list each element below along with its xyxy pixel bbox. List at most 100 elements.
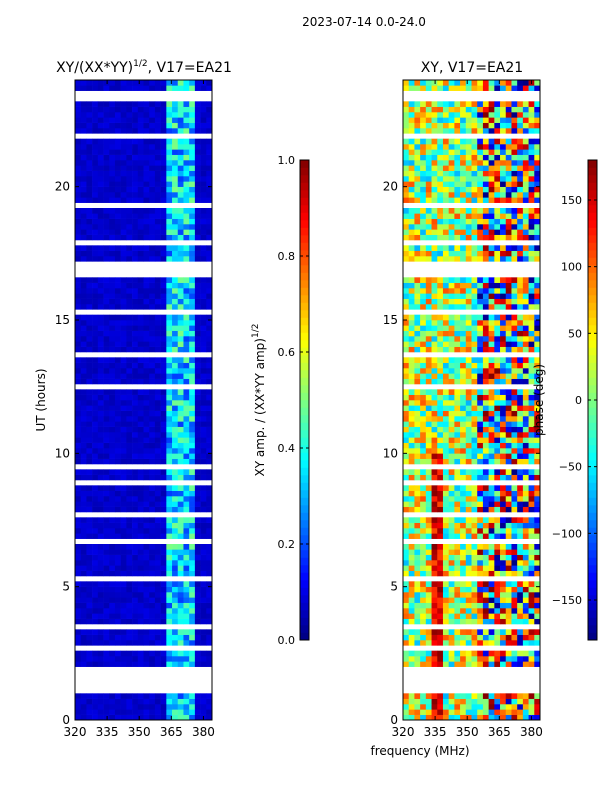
heatmap-cell bbox=[126, 522, 133, 529]
heatmap-cell bbox=[92, 496, 99, 502]
heatmap-cell bbox=[471, 154, 478, 161]
heatmap-cell bbox=[505, 325, 512, 331]
heatmap-cell bbox=[460, 570, 467, 577]
heatmap-cell bbox=[442, 618, 449, 625]
heatmap-cell bbox=[189, 106, 196, 113]
heatmap-cell bbox=[132, 400, 139, 406]
heatmap-cell bbox=[120, 213, 127, 219]
heatmap-cell bbox=[420, 330, 427, 337]
heatmap-cell bbox=[408, 256, 415, 262]
heatmap-cell bbox=[154, 117, 161, 123]
heatmap-cell bbox=[177, 458, 184, 465]
heatmap-cell bbox=[454, 176, 461, 182]
heatmap-cell bbox=[92, 128, 99, 134]
heatmap-cell bbox=[126, 341, 133, 347]
heatmap-cell bbox=[517, 112, 524, 118]
heatmap-cell bbox=[86, 154, 93, 161]
heatmap-cell bbox=[120, 314, 127, 321]
heatmap-cell bbox=[437, 314, 444, 321]
heatmap-cell bbox=[414, 218, 421, 225]
heatmap-cell bbox=[517, 128, 524, 134]
heatmap-cell bbox=[511, 426, 518, 433]
heatmap-cell bbox=[149, 192, 156, 198]
heatmap-cell bbox=[149, 560, 156, 566]
heatmap-cell bbox=[97, 490, 104, 497]
heatmap-cell bbox=[172, 325, 179, 331]
heatmap-cell bbox=[206, 698, 213, 705]
heatmap-cell bbox=[482, 661, 489, 667]
heatmap-cell bbox=[448, 149, 455, 155]
heatmap-cell bbox=[494, 346, 501, 353]
heatmap-cell bbox=[200, 517, 207, 523]
heatmap-cell bbox=[488, 149, 495, 155]
heatmap-cell bbox=[471, 565, 478, 571]
heatmap-cell bbox=[137, 394, 144, 401]
heatmap-cell bbox=[482, 362, 489, 369]
heatmap-cell bbox=[511, 442, 518, 449]
heatmap-cell bbox=[494, 586, 501, 593]
heatmap-cell bbox=[86, 618, 93, 625]
heatmap-cell bbox=[189, 410, 196, 417]
heatmap-cell bbox=[183, 608, 190, 614]
heatmap-cell bbox=[494, 517, 501, 523]
heatmap-cell bbox=[505, 218, 512, 225]
heatmap-cell bbox=[511, 144, 518, 150]
heatmap-cell bbox=[454, 154, 461, 161]
heatmap-cell bbox=[425, 629, 432, 635]
colorbar-segment bbox=[588, 497, 597, 506]
heatmap-cell bbox=[482, 597, 489, 603]
heatmap-cell bbox=[183, 122, 190, 129]
heatmap-cell bbox=[126, 453, 133, 459]
heatmap-cell bbox=[160, 597, 167, 603]
heatmap-cell bbox=[132, 138, 139, 145]
heatmap-cell bbox=[482, 128, 489, 134]
heatmap-cell bbox=[206, 144, 213, 150]
heatmap-cell bbox=[431, 128, 438, 134]
heatmap-cell bbox=[471, 586, 478, 593]
heatmap-cell bbox=[103, 581, 110, 587]
heatmap-cell bbox=[194, 592, 201, 598]
heatmap-cell bbox=[75, 85, 82, 91]
heatmap-cell bbox=[517, 469, 524, 475]
heatmap-cell bbox=[137, 474, 144, 481]
heatmap-cell bbox=[431, 112, 438, 118]
heatmap-cell bbox=[172, 608, 179, 614]
heatmap-cell bbox=[206, 693, 213, 699]
heatmap-cell bbox=[132, 186, 139, 193]
heatmap-cell bbox=[75, 325, 82, 331]
heatmap-cell bbox=[126, 256, 133, 262]
heatmap-cell bbox=[448, 709, 455, 715]
heatmap-cell bbox=[517, 496, 524, 502]
heatmap-cell bbox=[86, 112, 93, 118]
heatmap-cell bbox=[75, 186, 82, 193]
heatmap-cell bbox=[534, 373, 541, 379]
heatmap-cell bbox=[511, 341, 518, 347]
heatmap-cell bbox=[86, 234, 93, 241]
heatmap-cell bbox=[109, 554, 116, 561]
heatmap-cell bbox=[522, 256, 529, 262]
heatmap-cell bbox=[465, 112, 472, 118]
heatmap-cell bbox=[114, 320, 121, 326]
heatmap-cell bbox=[454, 298, 461, 305]
heatmap-cell bbox=[534, 256, 541, 262]
heatmap-cell bbox=[132, 448, 139, 454]
y-tick-label: 20 bbox=[383, 180, 398, 194]
heatmap-cell bbox=[109, 581, 116, 587]
heatmap-cell bbox=[431, 458, 438, 465]
heatmap-cell bbox=[437, 613, 444, 619]
heatmap-cell bbox=[75, 101, 82, 107]
heatmap-cell bbox=[437, 469, 444, 475]
heatmap-cell bbox=[137, 176, 144, 182]
heatmap-cell bbox=[114, 288, 121, 294]
heatmap-cell bbox=[166, 528, 173, 534]
heatmap-cell bbox=[109, 154, 116, 161]
heatmap-cell bbox=[403, 192, 410, 198]
heatmap-cell bbox=[143, 218, 150, 225]
heatmap-cell bbox=[183, 661, 190, 667]
heatmap-cell bbox=[189, 474, 196, 481]
heatmap-cell bbox=[166, 714, 173, 721]
heatmap-cell bbox=[154, 565, 161, 571]
heatmap-cell bbox=[120, 634, 127, 641]
heatmap-cell bbox=[172, 629, 179, 635]
heatmap-cell bbox=[408, 389, 415, 395]
